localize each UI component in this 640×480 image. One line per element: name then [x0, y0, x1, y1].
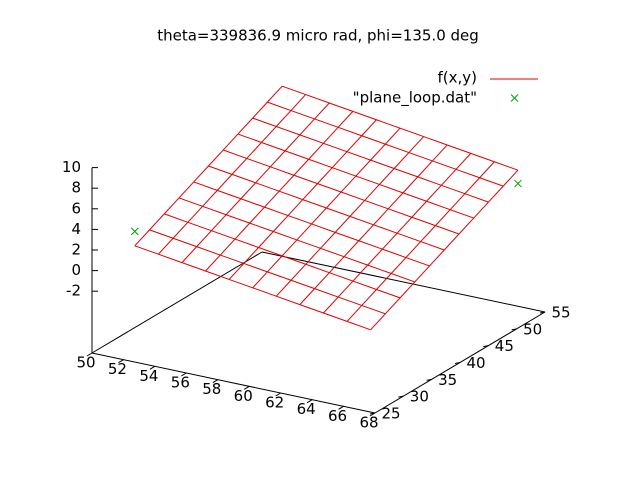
- x-tick: [86, 352, 93, 357]
- z-tick-label: 0: [71, 261, 81, 279]
- x-tick-label: 58: [202, 380, 221, 398]
- mesh-line: [181, 102, 330, 263]
- mesh-line: [323, 153, 472, 314]
- mesh-line: [228, 119, 377, 280]
- x-tick-label: 52: [108, 360, 127, 378]
- y-tick-label: 40: [466, 354, 485, 372]
- mesh-line: [370, 169, 519, 331]
- mesh-line: [299, 144, 448, 305]
- y-tick: [454, 362, 461, 364]
- y-tick-label: 55: [551, 304, 570, 322]
- x-tick: [212, 379, 219, 384]
- z-tick-label: 8: [71, 179, 81, 197]
- x-tick: [118, 359, 124, 364]
- z-tick-label: 6: [71, 199, 81, 217]
- x-tick-label: 66: [328, 407, 347, 425]
- back-edge: [261, 251, 546, 313]
- legend-label: "plane_loop.dat": [353, 89, 477, 108]
- x-tick: [338, 405, 344, 410]
- y-tick: [426, 378, 432, 381]
- x-tick-label: 62: [265, 394, 284, 412]
- x-tick-label: 60: [234, 387, 253, 405]
- x-tick: [275, 392, 281, 397]
- data-point: [514, 179, 522, 188]
- x-tick-label: 68: [359, 414, 378, 432]
- y-tick-label: 45: [495, 337, 514, 355]
- mesh-line: [134, 245, 371, 331]
- back-edge: [91, 251, 263, 354]
- x-tick: [149, 365, 156, 370]
- x-axis: [91, 352, 376, 414]
- y-tick: [483, 345, 489, 348]
- mesh-line: [134, 85, 283, 247]
- chart-title: theta=339836.9 micro rad, phi=135.0 deg: [157, 27, 479, 45]
- x-tick-label: 64: [297, 400, 316, 418]
- x-tick-label: 50: [76, 354, 95, 372]
- y-tick: [398, 395, 404, 398]
- mesh-line: [205, 111, 354, 272]
- legend-label: f(x,y): [437, 69, 477, 87]
- y-tick-label: 35: [438, 371, 457, 389]
- y-tick: [539, 311, 546, 314]
- z-tick-label: -2: [66, 282, 81, 300]
- z-tick-label: 10: [62, 158, 81, 176]
- z-tick-label: 2: [71, 241, 81, 259]
- y-tick-label: 25: [381, 405, 400, 423]
- x-tick: [306, 399, 313, 404]
- mesh-line: [157, 94, 307, 255]
- y-tick-label: 30: [410, 388, 429, 406]
- y-tick: [369, 412, 376, 415]
- x-tick: [181, 372, 187, 377]
- x-tick-label: 56: [171, 374, 190, 392]
- data-point: [130, 227, 139, 236]
- z-tick-label: 4: [71, 220, 81, 238]
- y-tick-label: 50: [523, 320, 542, 338]
- mesh-line: [252, 127, 401, 289]
- mesh-line: [275, 136, 424, 297]
- x-tick-label: 54: [139, 367, 158, 385]
- mesh-line: [346, 161, 495, 322]
- y-tick: [511, 328, 517, 331]
- legend-swatch: [510, 94, 519, 102]
- x-tick: [243, 385, 250, 390]
